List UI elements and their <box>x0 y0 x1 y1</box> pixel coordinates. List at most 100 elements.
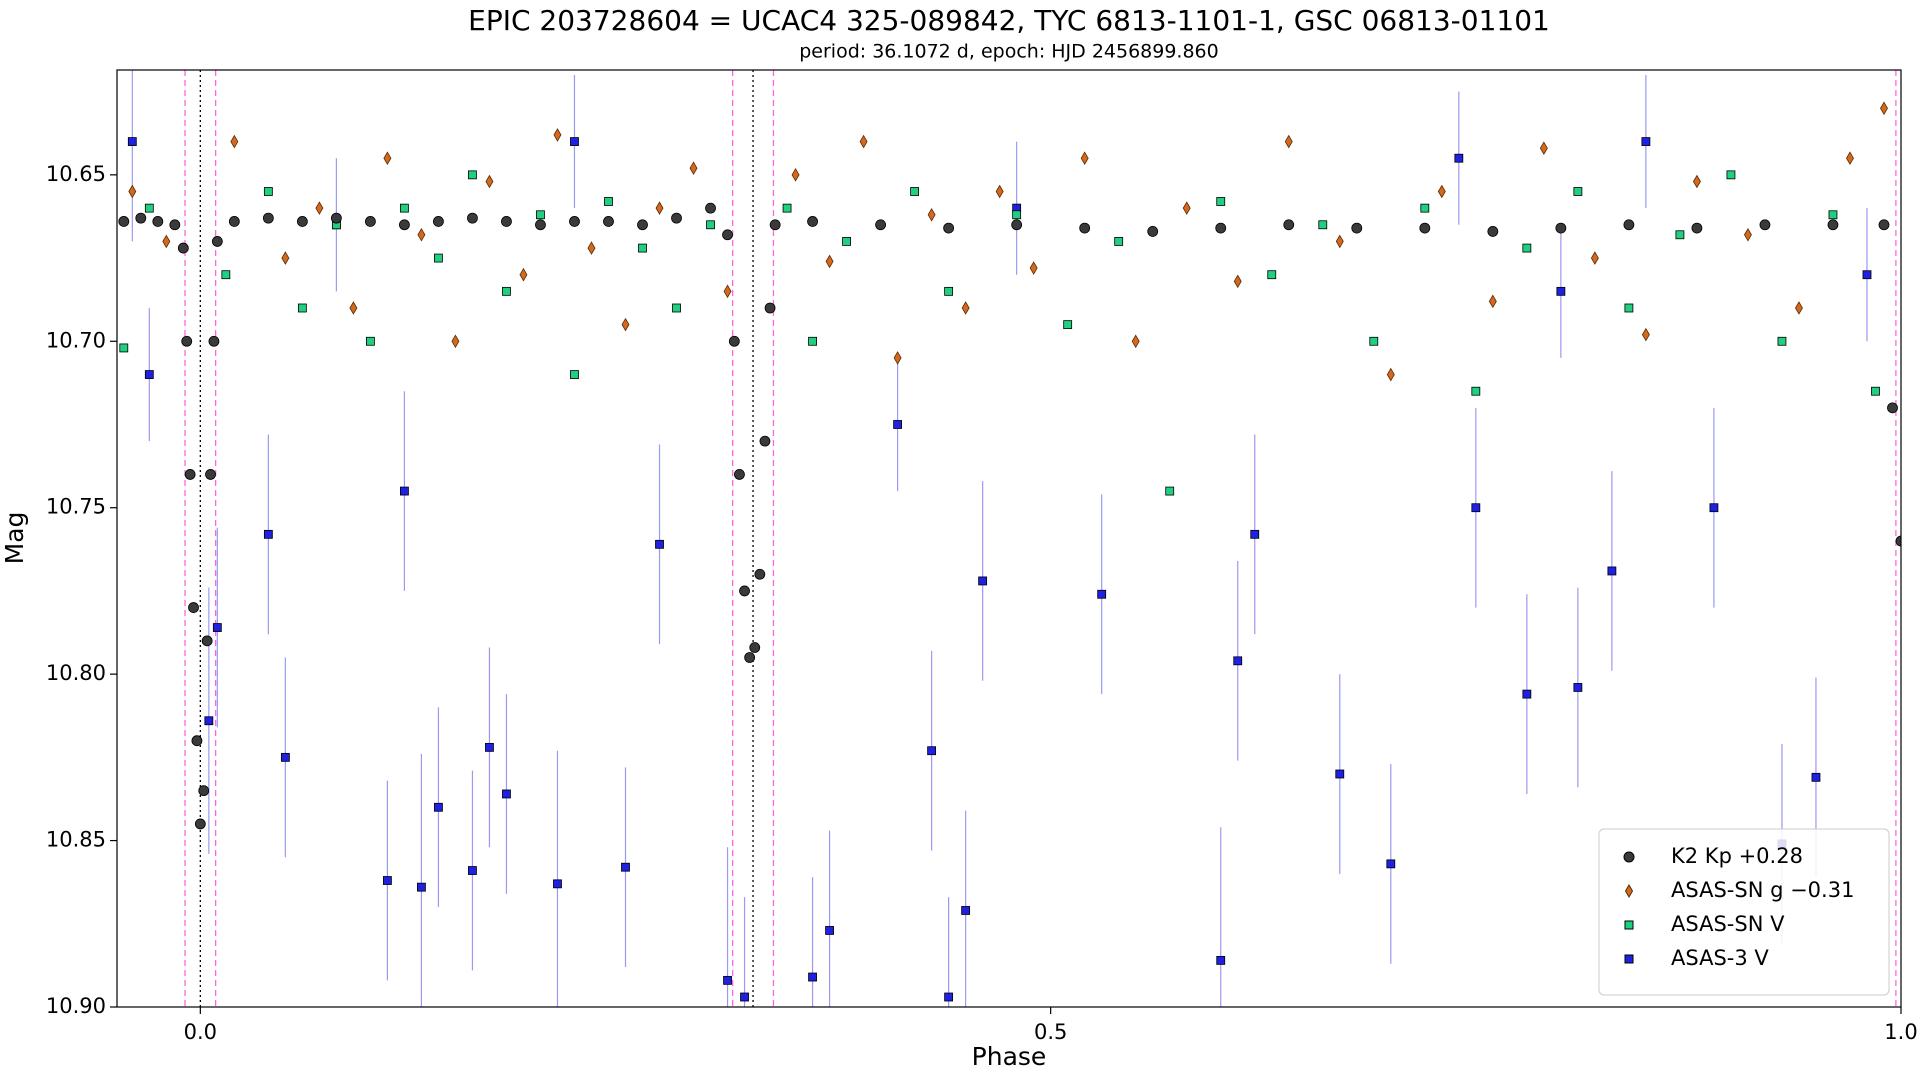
data-point <box>570 370 579 379</box>
data-point <box>807 216 818 227</box>
data-point <box>1233 274 1242 289</box>
x-tick-label: 0.5 <box>1034 1020 1067 1044</box>
data-point <box>502 789 511 799</box>
data-point <box>485 174 494 189</box>
data-point <box>927 208 936 222</box>
data-point <box>1887 402 1898 414</box>
data-point <box>705 202 716 214</box>
data-point <box>365 336 375 346</box>
data-point <box>162 234 171 249</box>
data-point <box>825 926 834 935</box>
data-point <box>782 203 792 213</box>
data-point <box>1420 203 1430 213</box>
data-point <box>769 219 781 231</box>
data-point <box>1335 769 1345 779</box>
data-point <box>519 267 528 282</box>
data-point <box>978 576 988 586</box>
data-point <box>1216 955 1226 965</box>
data-point <box>689 161 698 175</box>
data-point <box>451 334 460 349</box>
x-tick-label: 0.0 <box>184 1020 217 1044</box>
data-point <box>1522 243 1532 253</box>
data-point <box>944 286 954 296</box>
data-point <box>1182 201 1191 215</box>
data-point <box>263 529 273 539</box>
legend-marker <box>1624 954 1634 964</box>
data-point <box>1573 187 1583 196</box>
data-point <box>502 286 511 296</box>
data-point <box>553 879 562 889</box>
data-point <box>152 216 164 227</box>
data-point <box>1318 220 1328 230</box>
data-point <box>764 302 776 314</box>
data-point <box>468 866 477 875</box>
data-point <box>961 301 970 315</box>
data-point <box>1284 134 1293 149</box>
data-point <box>1250 529 1260 539</box>
data-point <box>734 469 745 480</box>
data-point <box>501 216 512 227</box>
data-point <box>1114 237 1124 246</box>
data-point <box>1878 219 1890 231</box>
data-point <box>740 992 749 1002</box>
data-point <box>1488 294 1497 309</box>
data-point <box>995 184 1004 199</box>
data-point <box>468 170 477 180</box>
data-point <box>144 370 154 379</box>
data-point <box>433 216 444 227</box>
data-point <box>1386 367 1395 382</box>
data-point <box>1233 656 1243 666</box>
data-point <box>230 134 239 149</box>
x-tick-label: 1.0 <box>1884 1020 1917 1044</box>
data-point <box>842 237 851 246</box>
x-axis-label: Phase <box>972 1042 1047 1071</box>
data-point <box>280 752 290 762</box>
data-point <box>1131 334 1140 349</box>
data-point <box>1539 141 1548 156</box>
series <box>118 202 1901 830</box>
data-point <box>1862 270 1872 280</box>
data-point <box>1607 566 1617 576</box>
data-point <box>927 746 937 756</box>
data-point <box>587 241 596 255</box>
data-point <box>417 882 426 892</box>
data-point <box>728 335 740 347</box>
data-point <box>118 216 130 227</box>
data-point <box>569 216 580 227</box>
data-point <box>315 201 324 215</box>
data-point <box>1369 336 1379 346</box>
data-point <box>1828 210 1838 220</box>
data-point <box>485 742 494 752</box>
data-point <box>184 469 196 480</box>
data-point <box>181 335 193 347</box>
data-point <box>1335 234 1344 249</box>
data-point <box>1675 230 1685 240</box>
data-point <box>722 229 733 241</box>
data-point <box>808 972 817 982</box>
data-point <box>1641 327 1650 342</box>
data-point <box>1522 689 1532 699</box>
data-point <box>655 201 664 215</box>
legend-marker <box>1624 884 1634 898</box>
data-point <box>638 243 647 253</box>
data-point <box>744 652 756 663</box>
data-point <box>434 802 443 812</box>
data-point <box>399 219 410 231</box>
data-point <box>128 184 137 199</box>
series <box>128 101 1888 382</box>
data-point <box>621 862 630 872</box>
data-point <box>808 336 817 346</box>
data-point <box>1471 503 1481 513</box>
data-point <box>127 137 137 146</box>
data-point <box>535 219 546 231</box>
chart-title: EPIC 203728604 = UCAC4 325-089842, TYC 6… <box>468 4 1550 37</box>
data-point <box>1079 222 1091 234</box>
data-point <box>417 227 426 242</box>
data-point <box>943 222 955 234</box>
y-tick-label: 10.75 <box>46 495 106 519</box>
data-point <box>364 216 376 227</box>
data-point <box>1880 101 1888 116</box>
data-point <box>1097 589 1107 599</box>
data-point <box>723 975 732 985</box>
